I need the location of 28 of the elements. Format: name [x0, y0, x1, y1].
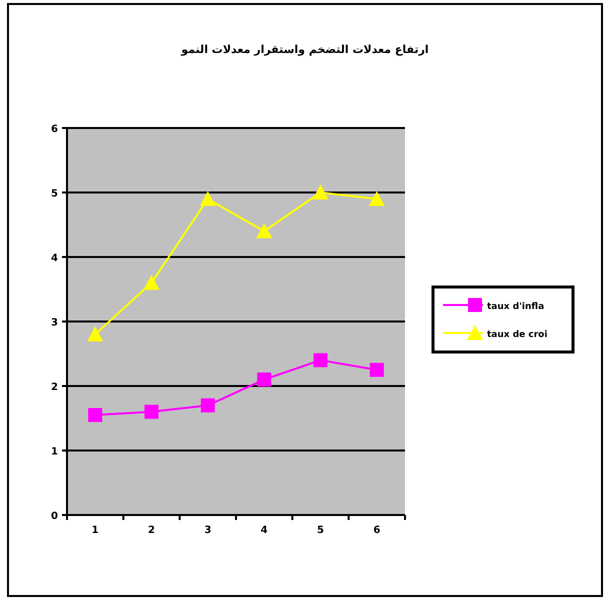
y-tick-label: 0 — [51, 511, 58, 522]
point — [312, 184, 328, 200]
x-tick-label: 2 — [148, 525, 156, 536]
point — [314, 353, 328, 368]
legend-label: taux de croi — [487, 330, 548, 340]
point — [200, 190, 216, 206]
y-tick-label: 2 — [51, 382, 58, 393]
point — [257, 372, 272, 387]
x-tick-label: 5 — [317, 525, 324, 536]
x-tick-label: 3 — [204, 525, 212, 536]
point — [87, 326, 104, 342]
legend-label: taux d'infla — [487, 302, 544, 312]
x-tick-label: 6 — [373, 525, 380, 536]
y-tick-label: 5 — [51, 188, 58, 200]
point — [200, 398, 215, 412]
point — [88, 408, 102, 422]
y-tick-label: 4 — [51, 253, 58, 264]
chart-title: ارتفاع معدلات التضخم واستقرار معدلات النمو — [180, 43, 429, 56]
y-tick-label: 6 — [51, 124, 58, 135]
point — [370, 362, 384, 377]
y-tick-label: 3 — [51, 318, 58, 328]
point — [144, 404, 158, 419]
x-tick-label: 4 — [260, 525, 268, 536]
point — [368, 190, 385, 206]
point — [144, 274, 160, 290]
point — [256, 223, 272, 238]
x-tick-label: 1 — [92, 525, 99, 536]
y-tick-label: 1 — [51, 446, 58, 458]
